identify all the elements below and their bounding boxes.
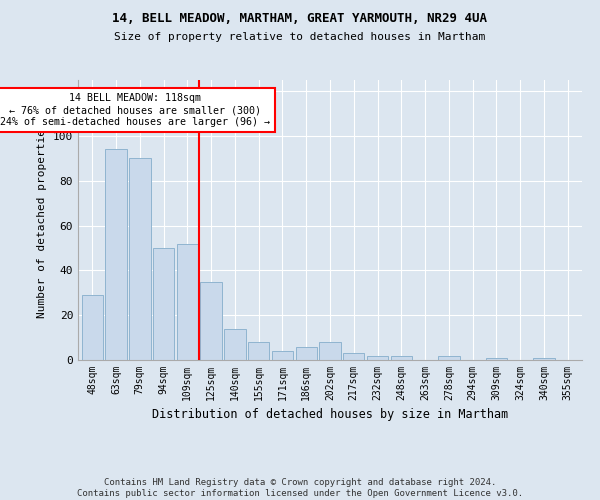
Bar <box>272 351 293 360</box>
Y-axis label: Number of detached properties: Number of detached properties <box>37 122 47 318</box>
Bar <box>248 342 269 360</box>
Bar <box>486 358 507 360</box>
Bar <box>367 356 388 360</box>
Text: Contains HM Land Registry data © Crown copyright and database right 2024.
Contai: Contains HM Land Registry data © Crown c… <box>77 478 523 498</box>
Bar <box>296 346 317 360</box>
Bar <box>438 356 460 360</box>
Bar <box>200 282 222 360</box>
Bar <box>153 248 174 360</box>
Bar <box>176 244 198 360</box>
Bar <box>224 328 245 360</box>
Bar <box>106 150 127 360</box>
X-axis label: Distribution of detached houses by size in Martham: Distribution of detached houses by size … <box>152 408 508 422</box>
Bar <box>319 342 341 360</box>
Text: 14 BELL MEADOW: 118sqm
← 76% of detached houses are smaller (300)
24% of semi-de: 14 BELL MEADOW: 118sqm ← 76% of detached… <box>0 94 270 126</box>
Text: 14, BELL MEADOW, MARTHAM, GREAT YARMOUTH, NR29 4UA: 14, BELL MEADOW, MARTHAM, GREAT YARMOUTH… <box>113 12 487 26</box>
Bar <box>129 158 151 360</box>
Bar <box>533 358 554 360</box>
Bar <box>343 354 364 360</box>
Text: Size of property relative to detached houses in Martham: Size of property relative to detached ho… <box>115 32 485 42</box>
Bar <box>391 356 412 360</box>
Bar <box>82 295 103 360</box>
